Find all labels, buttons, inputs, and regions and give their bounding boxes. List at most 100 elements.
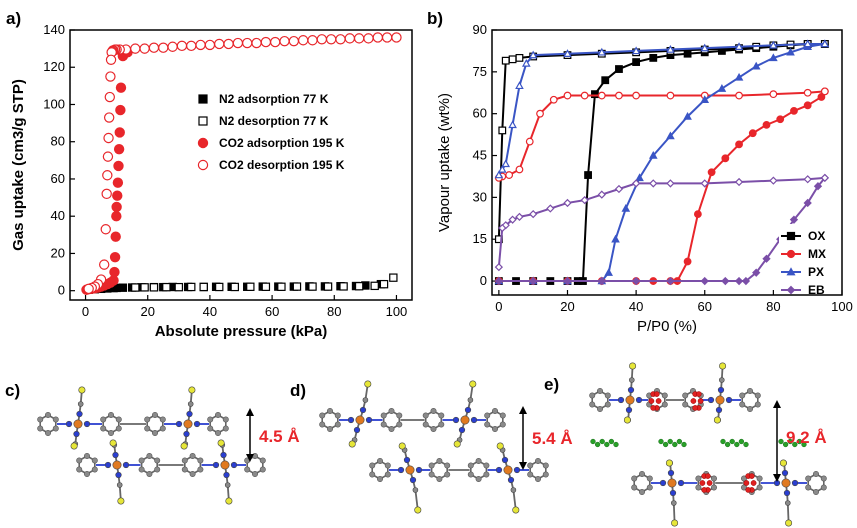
panel-a-xtick-label: 0 (82, 304, 89, 319)
carbon-atom (187, 401, 194, 407)
panel-b-adsorption-line (498, 90, 826, 283)
arrow-head-up (773, 400, 781, 408)
carbon-atom (820, 484, 827, 491)
panel-b-point (769, 53, 778, 62)
panel-b-point (501, 56, 510, 65)
carbon-atom (428, 462, 435, 469)
panel-a-point (242, 37, 253, 49)
carbon-atom (215, 411, 222, 418)
carbon-atom (326, 407, 333, 414)
nitrogen-atom (669, 489, 677, 497)
carbon-atom (638, 488, 645, 495)
ring (369, 457, 391, 482)
sulfur-atom (398, 442, 406, 450)
carbon-atom (146, 452, 153, 459)
panel-a-xtick-label: 20 (140, 304, 154, 319)
arrow-head-down (246, 454, 254, 462)
carbon-atom (483, 462, 490, 469)
panel-a-legend-marker (197, 137, 209, 149)
panel-c-structure: c) 4.5 Å (5, 381, 300, 505)
panel-b-point (611, 234, 620, 243)
nitrogen-atom (470, 416, 478, 424)
guest-atom (748, 473, 755, 479)
nitrogen-atom (73, 430, 80, 438)
panel-b-point (584, 171, 592, 179)
sulfur-atom (414, 506, 422, 514)
panel-a-xtick-label: 80 (327, 304, 341, 319)
carbon-atom (108, 429, 115, 436)
carbon-atom (380, 412, 387, 419)
metal-atom (183, 419, 193, 429)
panel-a-legend-label: N2 adsorption 77 K (219, 92, 329, 106)
panel-a-point (186, 40, 197, 52)
carbon-atom (376, 457, 383, 464)
sulfur-atom (117, 497, 125, 505)
panel-a-point (353, 33, 365, 44)
nitrogen-atom (183, 430, 190, 438)
carbon-atom (384, 462, 391, 469)
carbon-atom (467, 462, 474, 469)
guest-atom (701, 487, 708, 493)
panel-a-point (339, 282, 348, 291)
nitrogen-atom (501, 456, 509, 464)
panel-b-desorption-line (498, 90, 825, 179)
panel-b-point (515, 212, 524, 222)
guest-molecule-green (658, 438, 687, 448)
panel-b-point (820, 173, 829, 182)
carbon-atom (115, 425, 122, 432)
carbon-atom (631, 475, 638, 482)
panel-b-point (666, 179, 675, 188)
carbon-atom (52, 416, 59, 423)
guest-molecule-green (778, 438, 807, 448)
panel-a-legend-label: N2 desorption 77 K (219, 114, 329, 128)
panel-a-chart: a) 0 20 40 60 80 100 0 20 40 60 80 100 120 140 Absolute… (6, 9, 413, 340)
metal-atom (405, 465, 415, 475)
carbon-atom (152, 411, 159, 418)
carbon-atom (159, 425, 166, 432)
panel-a-point (261, 282, 271, 291)
panel-b-point (497, 164, 507, 173)
panel-b-point (508, 215, 517, 224)
ring (739, 387, 761, 412)
ring (138, 452, 161, 477)
nitrogen-atom (193, 420, 201, 428)
guest-molecule-green (720, 438, 749, 448)
carbon-atom (396, 412, 403, 419)
nitrogen-atom (403, 456, 411, 464)
panel-b-desorption-line (497, 176, 825, 268)
carbon-atom (661, 401, 668, 408)
panel-a-point (112, 177, 124, 188)
carbon-atom (384, 471, 391, 478)
panel-a-point (215, 282, 224, 292)
panel-e-letter: e) (544, 375, 559, 394)
carbon-atom (422, 421, 429, 428)
nitrogen-atom (707, 396, 715, 404)
guest-atom (613, 441, 619, 448)
guest-atom (690, 398, 697, 404)
panel-b-ytick-label: 60 (473, 106, 487, 121)
panel-a-point (277, 282, 286, 291)
guest-atom (706, 480, 713, 486)
panel-b-point (549, 95, 558, 104)
ring (631, 470, 653, 495)
nitrogen-atom (659, 479, 667, 487)
panel-b-point (803, 88, 812, 97)
guest-atom (650, 405, 657, 411)
nitrogen-atom (175, 420, 183, 428)
panel-a-point (148, 42, 160, 53)
carbon-atom (138, 457, 145, 464)
panel-b-point (683, 49, 692, 58)
carbon-atom (756, 484, 763, 491)
sulfur-atom (109, 439, 117, 447)
panel-a-point (102, 170, 113, 181)
panel-b-point (813, 182, 823, 191)
carbon-atom (84, 452, 91, 459)
sulfur-atom (469, 380, 477, 388)
panel-b-series-1 (494, 87, 829, 285)
carbon-atom (746, 387, 753, 394)
panel-b-point (769, 40, 778, 49)
panel-c-letter: c) (5, 381, 20, 400)
panel-b-point (508, 120, 517, 129)
ring (37, 411, 59, 436)
panel-a-point (100, 224, 111, 235)
